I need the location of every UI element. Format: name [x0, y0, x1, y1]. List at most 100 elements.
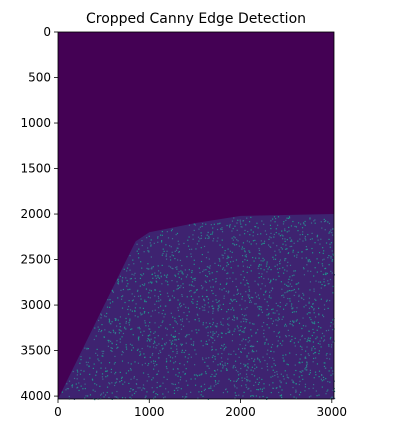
edge-pixel: [287, 377, 290, 379]
edge-pixel: [166, 334, 168, 336]
edge-pixel: [202, 309, 204, 311]
edge-pixel: [139, 277, 142, 279]
edge-pixel: [266, 396, 268, 399]
edge-pixel: [152, 377, 154, 379]
edge-pixel: [181, 265, 183, 267]
edge-pixel: [321, 386, 323, 388]
edge-pixel: [283, 296, 285, 298]
edge-pixel: [164, 396, 166, 398]
edge-pixel: [276, 324, 278, 326]
edge-pixel: [289, 245, 291, 248]
edge-pixel: [220, 228, 222, 230]
edge-pixel: [295, 391, 297, 393]
edge-pixel: [185, 368, 187, 370]
edge-pixel: [181, 271, 183, 273]
edge-pixel: [304, 220, 306, 223]
edge-pixel: [252, 395, 255, 397]
edge-pixel: [174, 339, 176, 341]
edge-pixel: [290, 239, 293, 241]
edge-pixel: [125, 348, 128, 350]
edge-pixel: [198, 267, 200, 269]
edge-pixel: [165, 358, 168, 360]
edge-pixel: [300, 297, 303, 299]
edge-pixel: [329, 325, 332, 327]
edge-pixel: [234, 328, 236, 330]
edge-pixel: [201, 288, 203, 290]
edge-pixel: [165, 275, 167, 277]
edge-pixel: [218, 258, 221, 260]
edge-pixel: [250, 329, 252, 331]
edge-pixel: [224, 269, 226, 271]
edge-pixel: [214, 381, 217, 383]
edge-pixel: [206, 343, 209, 345]
edge-pixel: [121, 307, 124, 309]
edge-pixel: [247, 379, 249, 381]
edge-pixel: [215, 349, 217, 351]
edge-pixel: [279, 267, 281, 270]
edge-pixel: [100, 362, 102, 364]
edge-pixel: [202, 324, 204, 326]
edge-pixel: [180, 305, 183, 307]
edge-pixel: [84, 347, 86, 349]
edge-pixel: [217, 310, 219, 312]
edge-pixel: [329, 243, 331, 245]
edge-pixel: [244, 251, 246, 253]
edge-pixel: [94, 390, 96, 392]
edge-pixel: [124, 397, 127, 399]
edge-pixel: [175, 339, 177, 341]
edge-pixel: [174, 361, 177, 363]
edge-pixel: [302, 325, 305, 327]
edge-pixel: [312, 383, 315, 386]
edge-pixel: [312, 322, 314, 324]
edge-pixel: [190, 290, 192, 292]
edge-pixel: [292, 307, 294, 309]
edge-pixel: [299, 339, 301, 341]
edge-pixel: [251, 366, 253, 368]
edge-pixel: [237, 288, 239, 291]
edge-pixel: [279, 263, 281, 265]
edge-pixel: [330, 336, 332, 339]
edge-pixel: [248, 286, 250, 288]
edge-pixel: [302, 378, 304, 380]
edge-pixel: [169, 339, 171, 342]
edge-pixel: [297, 251, 299, 253]
edge-pixel: [204, 280, 206, 282]
edge-pixel: [112, 329, 114, 331]
edge-pixel: [242, 395, 244, 397]
edge-pixel: [250, 301, 252, 303]
edge-pixel: [147, 268, 149, 270]
edge-pixel: [270, 350, 272, 352]
edge-pixel: [304, 368, 306, 370]
edge-pixel: [263, 269, 265, 271]
edge-pixel: [137, 289, 139, 291]
edge-pixel: [123, 326, 126, 328]
edge-pixel: [111, 321, 113, 323]
edge-pixel: [146, 267, 148, 269]
edge-pixel: [129, 288, 131, 290]
edge-pixel: [207, 231, 209, 233]
edge-pixel: [306, 363, 308, 365]
edge-pixel: [278, 318, 280, 320]
edge-pixel: [105, 376, 107, 378]
edge-pixel: [186, 256, 188, 258]
edge-pixel: [323, 335, 325, 337]
edge-pixel: [275, 232, 277, 234]
edge-pixel: [312, 303, 314, 305]
edge-pixel: [246, 279, 248, 281]
edge-pixel: [110, 323, 112, 325]
edge-pixel: [126, 285, 128, 287]
edge-pixel: [228, 317, 230, 319]
edge-pixel: [257, 329, 259, 331]
edge-pixel: [177, 375, 179, 377]
edge-pixel: [236, 293, 238, 295]
edge-pixel: [206, 365, 208, 367]
edge-pixel: [165, 280, 167, 282]
edge-pixel: [243, 233, 246, 235]
edge-pixel: [217, 364, 219, 366]
edge-pixel: [329, 231, 331, 233]
edge-pixel: [307, 337, 309, 339]
edge-pixel: [127, 283, 129, 285]
edge-pixel: [98, 330, 100, 332]
edge-pixel: [201, 225, 203, 228]
edge-pixel: [117, 279, 119, 281]
